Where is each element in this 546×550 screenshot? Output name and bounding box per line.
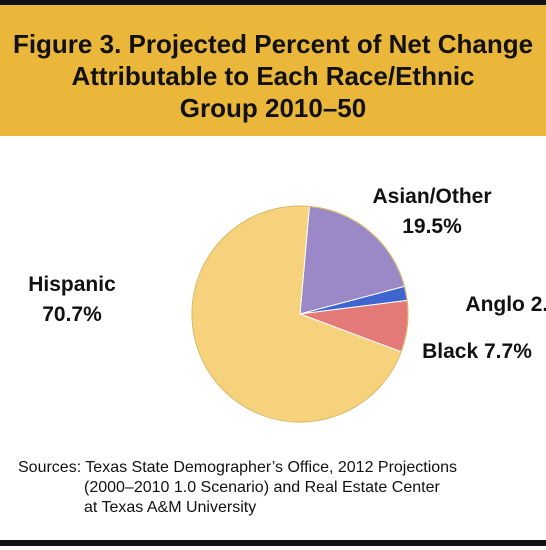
slice-label-asian-other: Asian/Other 19.5% [372, 185, 491, 238]
bottom-rule [0, 540, 546, 546]
source-note: Sources: Texas State Demographer’s Offic… [18, 458, 538, 518]
chart-title: Figure 3. Projected Percent of Net Chang… [0, 28, 546, 124]
pie-labels: Asian/Other 19.5% Anglo 2.1% Black 7.7% Hisp… [28, 185, 546, 363]
chart-title-line-1: Figure 3. Projected Percent of Net Chang… [12, 29, 534, 59]
pie-slices [191, 205, 409, 423]
chart-title-line-3: Group 2010–50 [179, 93, 367, 123]
slice-label-black: Black 7.7% [422, 340, 532, 363]
slice-label-anglo-line-1: Anglo 2.1% [465, 293, 546, 316]
source-line-2: (2000–2010 1.0 Scenario) and Real Estate… [84, 479, 440, 496]
slice-label-hispanic-line-2: 70.7% [42, 303, 102, 326]
slice-label-asian-other-line-2: 19.5% [402, 215, 462, 238]
source-line-3: at Texas A&M University [84, 499, 257, 516]
chart-title-line-2: Attributable to Each Race/Ethnic [71, 61, 475, 91]
source-line-1: Sources: Texas State Demographer’s Offic… [18, 459, 458, 476]
slice-label-hispanic: Hispanic 70.7% [28, 273, 116, 326]
slice-label-black-line-1: Black 7.7% [422, 340, 532, 363]
title-bar [0, 5, 546, 136]
pie-outline [191, 205, 409, 423]
slice-label-anglo: Anglo 2.1% [465, 293, 546, 316]
top-rule [0, 0, 546, 5]
slice-label-asian-other-line-1: Asian/Other [372, 185, 491, 208]
slice-label-hispanic-line-1: Hispanic [28, 273, 116, 296]
